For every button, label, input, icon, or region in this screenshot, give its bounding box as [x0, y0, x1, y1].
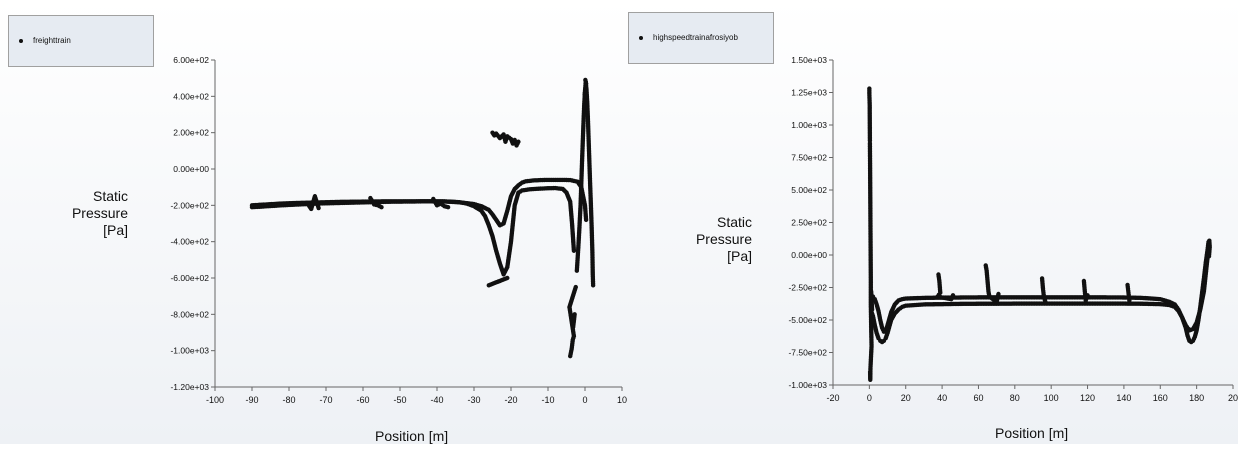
data-point — [571, 248, 577, 253]
y-tick-label: 1.00e+03 — [791, 120, 827, 130]
y-axis-label-line: Static — [92, 188, 128, 204]
y-tick-label: -7.50e+02 — [788, 348, 827, 358]
data-point — [1043, 300, 1048, 306]
legend-box-right: highspeedtrainafrosiyob — [628, 12, 774, 64]
x-tick-label: -20 — [504, 395, 517, 405]
y-axis-label-left: Static Pressure [Pa] — [60, 188, 128, 239]
data-point — [584, 94, 590, 99]
x-tick-label: 160 — [1153, 393, 1168, 403]
y-axis-label-line: [Pa] — [103, 222, 128, 238]
data-point — [257, 202, 262, 208]
x-tick-label: -100 — [206, 395, 224, 405]
data-point — [573, 284, 578, 290]
x-tick-label: 40 — [937, 393, 947, 403]
y-axis-label-line: [Pa] — [727, 248, 752, 264]
x-tick-label: 100 — [1044, 393, 1059, 403]
data-point — [996, 291, 1001, 297]
data-point — [867, 369, 873, 375]
x-tick-label: -80 — [282, 395, 295, 405]
legend-label: highspeedtrainafrosiyob — [653, 33, 738, 42]
x-tick-label: 140 — [1116, 393, 1131, 403]
data-point — [516, 139, 521, 144]
x-tick-label: 0 — [582, 395, 587, 405]
y-tick-label: 1.25e+03 — [791, 88, 827, 98]
data-point — [950, 293, 956, 298]
data-point — [590, 283, 596, 288]
data-point — [572, 312, 577, 317]
x-tick-label: -50 — [393, 395, 406, 405]
y-tick-label: -2.50e+02 — [788, 283, 827, 293]
legend-marker — [19, 39, 23, 43]
x-tick-label: 20 — [901, 393, 911, 403]
y-tick-label: 2.00e+02 — [173, 128, 209, 138]
x-tick-label: -70 — [319, 395, 332, 405]
x-axis-label-left: Position [m] — [375, 428, 449, 444]
y-tick-label: 0.00e+00 — [173, 164, 209, 174]
x-tick-label: -30 — [467, 395, 480, 405]
data-point — [1085, 293, 1090, 298]
data-point — [583, 217, 589, 223]
data-point — [445, 204, 451, 210]
x-tick-label: 120 — [1080, 393, 1095, 403]
y-tick-label: -1.00e+03 — [170, 346, 209, 356]
x-tick-label: 60 — [973, 393, 983, 403]
y-tick-label: 2.50e+02 — [791, 218, 827, 228]
y-axis-label-line: Pressure — [71, 205, 128, 221]
y-tick-label: 5.00e+02 — [791, 185, 827, 195]
x-tick-label: 10 — [617, 395, 627, 405]
legend-label: freighttrain — [33, 36, 71, 45]
y-tick-label: -6.00e+02 — [170, 273, 209, 283]
y-axis-label-line: Static — [716, 214, 752, 230]
data-point — [1206, 254, 1212, 259]
x-axis-label-right: Position [m] — [995, 425, 1069, 441]
y-tick-label: -1.20e+03 — [170, 382, 209, 392]
y-tick-label: -8.00e+02 — [170, 309, 209, 319]
y-tick-label: -4.00e+02 — [170, 237, 209, 247]
x-tick-label: 180 — [1189, 393, 1204, 403]
y-tick-label: -2.00e+02 — [170, 200, 209, 210]
x-tick-label: -90 — [245, 395, 258, 405]
y-axis-label-line: Pressure — [695, 231, 752, 247]
x-tick-label: 20 — [1228, 393, 1238, 403]
y-tick-label: -5.00e+02 — [788, 315, 827, 325]
x-tick-label: -60 — [356, 395, 369, 405]
y-tick-label: 0.00e+00 — [791, 250, 827, 260]
y-tick-label: 6.00e+02 — [173, 55, 209, 65]
data-point — [379, 204, 384, 210]
data-point — [1127, 298, 1132, 303]
x-tick-label: -20 — [826, 393, 839, 403]
legend-marker — [639, 36, 643, 40]
x-tick-label: 0 — [867, 393, 872, 403]
legend-box-left: freighttrain — [8, 15, 154, 67]
y-axis-label-right: Static Pressure [Pa] — [684, 214, 752, 265]
y-tick-label: 7.50e+02 — [791, 153, 827, 163]
x-tick-label: -40 — [430, 395, 443, 405]
y-tick-label: -1.00e+03 — [788, 380, 827, 390]
data-point — [505, 275, 510, 281]
x-tick-label: -10 — [541, 395, 554, 405]
x-tick-label: 80 — [1010, 393, 1020, 403]
data-point — [316, 205, 321, 211]
y-tick-label: 4.00e+02 — [173, 91, 209, 101]
y-tick-label: 1.50e+03 — [791, 55, 827, 65]
